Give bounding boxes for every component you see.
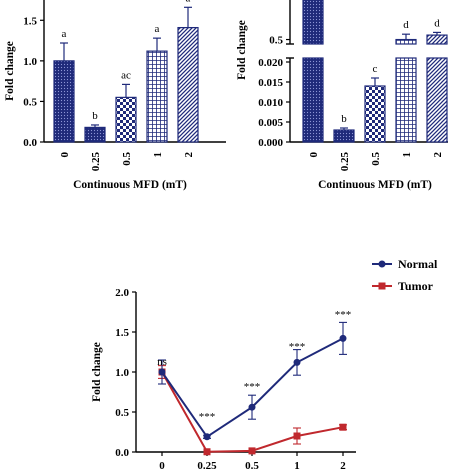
y-tick-label: 0.015: [258, 77, 283, 89]
y-tick-label: 0.5: [269, 35, 283, 47]
y-tick-label: 1.5: [23, 15, 37, 27]
y-tick-label: 0.5: [115, 407, 129, 419]
bar-0-upper: [302, 0, 324, 45]
data-point: [248, 403, 256, 411]
x-tick-label: 1: [401, 152, 413, 158]
x-tick-label: 0.5: [370, 152, 382, 166]
x-tick-label: 0.5: [245, 460, 259, 472]
bar-2-upper: [426, 34, 448, 45]
data-point: [203, 448, 211, 456]
significance-label: ***: [289, 341, 306, 353]
x-tick-label: 0: [159, 460, 165, 472]
legend-tumor-marker: [378, 282, 386, 290]
data-point: [158, 368, 166, 376]
x-axis-label: Continuous MFD (mT): [73, 179, 187, 191]
x-tick-label: 1: [294, 460, 300, 472]
y-tick-label: 1.0: [115, 367, 129, 379]
significance-label: b: [92, 110, 98, 122]
legend: Normal Tumor: [372, 257, 438, 293]
significance-label: ***: [199, 411, 216, 423]
bar-1-upper: [395, 38, 417, 45]
bar-1: [146, 50, 168, 143]
significance-label: ***: [335, 309, 352, 321]
bar-0.25: [84, 126, 106, 143]
y-tick-label: 0.005: [258, 117, 283, 129]
y-tick-label: 0.0: [115, 447, 129, 459]
x-tick-label: 0.25: [197, 460, 217, 472]
y-tick-label: 0.010: [258, 97, 283, 109]
significance-label: ac: [121, 69, 131, 81]
legend-normal-label: Normal: [398, 257, 438, 271]
significance-label: ns: [157, 356, 167, 368]
panel-top-right: 0.000 0.005 0.010 0.015 0.020 0.5 1.0 b c d d 0 0.…: [236, 0, 448, 191]
data-point: [248, 447, 256, 455]
panel-top-left: 0.0 0.5 1.0 1.5 a b ac a a 0 0.25 0.5 1 2 Fold chan…: [4, 0, 226, 191]
bar-0: [53, 60, 75, 143]
y-axis-label: Fold change: [4, 41, 16, 101]
bar-2: [177, 26, 199, 143]
x-tick-label: 2: [183, 152, 195, 158]
y-axis-label: Fold change: [91, 342, 103, 402]
bar-1-lower: [395, 57, 417, 143]
bar-0-lower: [302, 57, 324, 143]
significance-label: d: [434, 17, 440, 29]
significance-label: c: [373, 63, 378, 75]
y-tick-label: 0.000: [258, 137, 283, 149]
x-tick-label: 2: [432, 152, 444, 158]
panel-bottom: 0.0 0.5 1.0 1.5 2.0 0 0.25 0.5 1 2 ns *** *** *** **…: [91, 257, 438, 472]
x-tick-label: 0.25: [90, 152, 102, 172]
series-normal: [158, 321, 347, 441]
x-tick-label: 0: [308, 152, 320, 158]
x-tick-label: 0.5: [121, 152, 133, 166]
significance-label: a: [186, 0, 191, 4]
y-tick-label: 0.0: [23, 137, 37, 149]
data-point: [339, 423, 347, 431]
significance-label: d: [403, 19, 409, 31]
x-tick-label: 1: [152, 152, 164, 158]
y-tick-label: 1.5: [115, 327, 129, 339]
y-axis-label: Fold change: [236, 20, 248, 80]
x-tick-label: 0: [59, 152, 71, 158]
bar-0.5: [115, 96, 137, 143]
significance-label: b: [341, 113, 347, 125]
y-tick-label: 1.0: [23, 56, 37, 68]
y-tick-label: 1.0: [269, 0, 283, 2]
y-tick-label: 0.020: [258, 57, 283, 69]
x-tick-label: 2: [340, 460, 346, 472]
significance-label: a: [155, 23, 160, 35]
significance-label: a: [62, 28, 67, 40]
x-axis-label: Continuous MFD (mT): [318, 179, 432, 191]
data-point: [203, 433, 211, 441]
significance-label: ***: [244, 381, 261, 393]
bar-0.5: [364, 85, 386, 143]
legend-tumor-label: Tumor: [398, 279, 434, 293]
bar-2-lower: [426, 57, 448, 143]
legend-normal-marker: [378, 260, 386, 268]
y-tick-label: 0.5: [23, 96, 37, 108]
data-point: [293, 432, 301, 440]
data-point: [339, 334, 347, 342]
data-point: [293, 358, 301, 366]
bar-0.25: [333, 129, 355, 143]
y-tick-label: 2.0: [115, 287, 129, 299]
x-tick-label: 0.25: [339, 152, 351, 172]
